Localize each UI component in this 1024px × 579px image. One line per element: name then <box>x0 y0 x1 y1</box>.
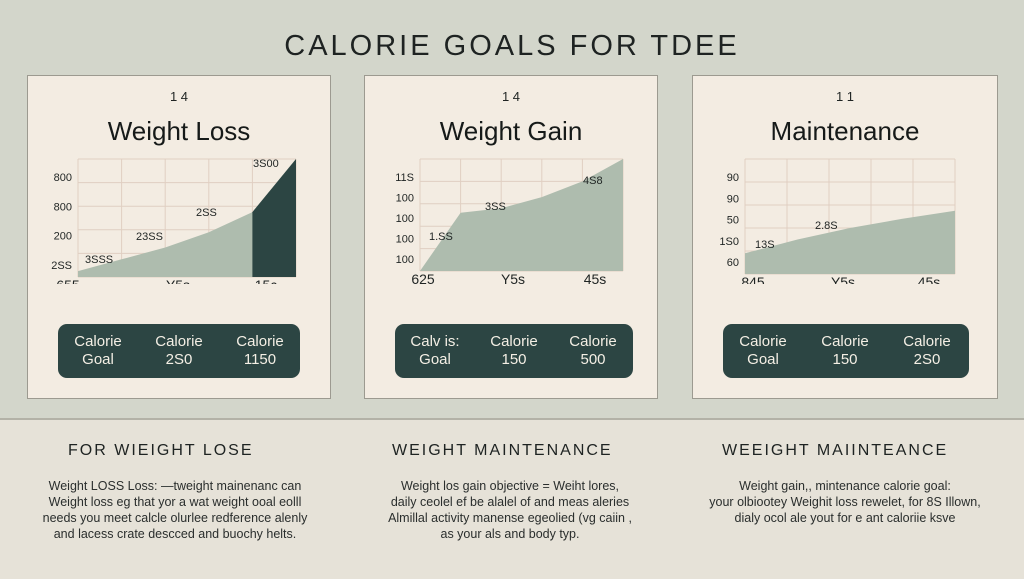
y-tick-label: 11S <box>395 172 414 184</box>
text-line: dialy ocol ale yout for e ant caloriie k… <box>734 511 956 525</box>
goal-label: Calorie <box>569 333 617 350</box>
info-sections: FOR WIEIGHT LOSE Weight LOSS Loss: —twei… <box>0 420 1024 579</box>
goal-cell-2: Calorie 150 <box>474 333 554 369</box>
goal-value: 1150 <box>243 351 277 368</box>
panel-weight-loss: 1 4 Weight Loss 800 800 200 2SS 3SSS 23SS 2SS 3… <box>27 75 331 399</box>
x-tick-label: 845 <box>741 274 765 284</box>
goal-value: 500 <box>580 351 606 368</box>
area-series <box>78 159 296 277</box>
text-line: Weight LOSS Loss: —tweight mainenanc can <box>48 479 302 493</box>
y-tick-label: 100 <box>396 213 414 225</box>
data-label: 3SSS <box>85 254 113 266</box>
x-tick-label: Y5s <box>501 271 525 284</box>
x-tick-label: 45s <box>918 274 941 284</box>
data-label: 4S8 <box>583 175 603 187</box>
chart-maintenance: 90 90 50 1S0 60 13S 2.8S 845 Y5s 45s <box>719 158 956 284</box>
data-label: 13S <box>755 239 775 251</box>
section-heading: WEIGHT MAINTENANCE <box>392 442 613 459</box>
goal-cell-3: Calorie 500 <box>553 333 633 369</box>
y-tick-label: 100 <box>396 193 414 205</box>
panel-number: 1 1 <box>835 89 855 104</box>
area-highlight <box>252 159 296 277</box>
goal-label: Calorie <box>490 333 538 350</box>
text-line: Weight loss eg that yor a wat weight ooa… <box>48 495 302 509</box>
y-tick-label: 90 <box>727 172 739 184</box>
area-series <box>420 159 623 271</box>
x-tick-label: Y5s <box>166 277 190 284</box>
goal-box: Calorie Goal Calorie 150 Calorie 2S0 <box>723 324 969 378</box>
goal-label: Calorie <box>821 333 869 350</box>
goal-label: Calorie <box>739 333 787 350</box>
goal-label: Calorie <box>236 333 284 350</box>
data-label: 1.SS <box>429 231 453 243</box>
x-tick-label: Y5s <box>831 274 855 284</box>
panel-number: 1 4 <box>501 89 521 104</box>
goal-label: Calorie <box>155 333 203 350</box>
goal-cell-2: Calorie 150 <box>805 333 885 369</box>
y-tick-label: 100 <box>396 254 414 266</box>
data-label: 23SS <box>136 231 163 243</box>
text-line: needs you meet calcle olurlee redference… <box>42 511 308 525</box>
y-tick-label: 90 <box>727 193 739 205</box>
y-tick-label: 1S0 <box>719 236 739 248</box>
y-tick-label: 50 <box>727 215 739 227</box>
x-tick-label: 15c <box>255 277 278 284</box>
goal-value: Goal <box>747 351 779 368</box>
section-divider <box>0 418 1024 420</box>
data-label: 3S00 <box>253 158 279 170</box>
goal-value: Goal <box>82 351 114 368</box>
goal-cell-1: Calv is: Goal <box>395 333 475 369</box>
text-line: your olbiootey Weighit loss rewelet, for… <box>709 495 981 509</box>
data-label: 3SS <box>485 201 506 213</box>
goal-label: Calorie <box>903 333 951 350</box>
text-line: and lacess crate descced and buochy helt… <box>53 527 297 541</box>
area-series <box>745 210 955 274</box>
chart-weight-loss: 800 800 200 2SS 3SSS 23SS 2SS 3S00 655 Y5s 15c <box>51 158 297 284</box>
goal-cell-1: Calorie Goal <box>723 333 803 369</box>
y-tick-label: 100 <box>396 234 414 246</box>
panel-weight-gain: 1 4 Weight Gain 11S 100 100 100 100 1.SS 3SS 4S… <box>364 75 658 399</box>
panel-maintenance: 1 1 Maintenance 90 90 50 1S0 60 13S 2.8S 845 Y5s… <box>692 75 998 399</box>
goal-label: Calorie <box>74 333 122 350</box>
goal-box: Calorie Goal Calorie 2S0 Calorie 1150 <box>58 324 300 378</box>
text-line: Almillal activity manense egeolied (vg c… <box>388 511 632 525</box>
data-label: 2SS <box>196 207 217 219</box>
panel-title: Maintenance <box>770 116 920 146</box>
x-tick-label: 655 <box>56 277 80 284</box>
text-line: Weight los gain objective = Weiht lores, <box>400 479 620 493</box>
y-tick-label: 2SS <box>51 260 72 272</box>
x-tick-label: 45s <box>584 271 607 284</box>
goal-value: 2S0 <box>165 351 193 368</box>
section-text: Weight los gain objective = Weiht lores,… <box>360 478 660 542</box>
page-title: CALORIE GOALS FOR TDEE <box>284 30 740 62</box>
section-text: Weight gain,, mintenance calorie goal: y… <box>690 478 1000 526</box>
y-tick-label: 800 <box>54 172 72 184</box>
x-tick-label: 625 <box>411 271 435 284</box>
section-heading: WEEIGHT MAIINTEANCE <box>722 442 949 459</box>
panel-number: 1 4 <box>169 89 189 104</box>
panel-title: Weight Loss <box>107 116 251 146</box>
section-heading: FOR WIEIGHT LOSE <box>68 442 254 459</box>
y-tick-label: 800 <box>54 201 72 213</box>
goal-cell-3: Calorie 1150 <box>220 333 300 369</box>
chart-weight-gain: 11S 100 100 100 100 1.SS 3SS 4S8 625 Y5s 45s <box>395 158 624 284</box>
section-text: Weight LOSS Loss: —tweight mainenanc can… <box>30 478 320 542</box>
goal-cell-1: Calorie Goal <box>58 333 138 369</box>
goal-value: Goal <box>419 351 451 368</box>
y-tick-label: 200 <box>54 231 72 243</box>
goal-box: Calv is: Goal Calorie 150 Calorie 500 <box>395 324 633 378</box>
goal-value: 2S0 <box>913 351 941 368</box>
goal-label: Calv is: <box>410 333 460 350</box>
text-line: Weight gain,, mintenance calorie goal: <box>739 479 951 493</box>
y-tick-label: 60 <box>727 257 739 269</box>
text-line: as your als and body typ. <box>440 527 580 541</box>
goal-cell-3: Calorie 2S0 <box>887 333 967 369</box>
goal-value: 150 <box>832 351 858 368</box>
text-line: daily ceolel ef be alalel of and meas al… <box>390 495 630 509</box>
goal-cell-2: Calorie 2S0 <box>139 333 219 369</box>
panel-title: Weight Gain <box>439 116 583 146</box>
data-label: 2.8S <box>815 220 838 232</box>
goal-value: 150 <box>501 351 527 368</box>
